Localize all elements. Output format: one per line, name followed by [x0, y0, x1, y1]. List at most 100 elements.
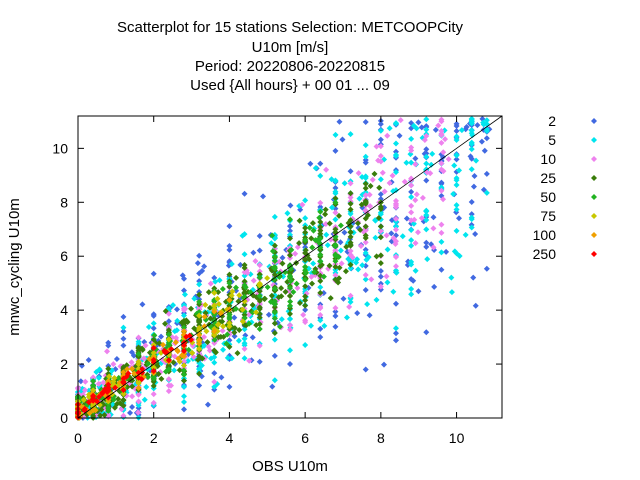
scatter-point — [207, 315, 214, 322]
scatter-point — [470, 183, 477, 190]
legend-marker — [591, 251, 597, 257]
scatter-point — [250, 277, 257, 284]
scatter-point — [181, 406, 187, 413]
scatter-point — [256, 271, 263, 278]
scatter-point — [347, 265, 354, 272]
scatter-point — [269, 232, 276, 239]
scatter-point — [80, 391, 87, 398]
scatter-point — [181, 306, 187, 313]
scatter-point — [474, 122, 481, 129]
scatter-point — [332, 247, 339, 254]
title-line-4: Used {All hours} + 00 01 ... 09 — [190, 77, 390, 94]
scatter-point — [453, 206, 460, 213]
scatter-point — [239, 232, 246, 239]
scatter-point — [256, 262, 263, 269]
scatter-point — [337, 222, 344, 229]
scatter-point — [180, 367, 187, 374]
scatter-point — [279, 260, 286, 267]
scatter-point — [287, 310, 293, 317]
scatter-point — [202, 301, 209, 308]
scatter-point — [99, 390, 106, 397]
scatter-point — [181, 398, 187, 405]
scatter-point — [151, 332, 158, 339]
scatter-point — [127, 409, 134, 416]
scatter-point — [317, 199, 324, 206]
scatter-point — [302, 293, 309, 300]
scatter-point — [438, 166, 445, 173]
scatter-point — [194, 356, 201, 363]
scatter-point — [393, 120, 399, 127]
scatter-point — [270, 276, 277, 283]
scatter-point — [429, 150, 436, 157]
scatter-point — [347, 180, 354, 187]
scatter-point — [453, 227, 460, 234]
scatter-point — [140, 355, 147, 362]
scatter-point — [317, 224, 324, 231]
scatter-point — [419, 194, 426, 201]
scatter-point — [101, 412, 108, 419]
scatter-point — [165, 331, 172, 338]
scatter-point — [90, 382, 97, 389]
legend-marker — [591, 175, 597, 181]
title-line-1: Scatterplot for 15 stations Selection: M… — [117, 19, 463, 36]
scatter-point — [287, 202, 294, 209]
scatter-point — [393, 140, 399, 147]
scatter-point — [165, 327, 172, 334]
scatter-point — [256, 342, 263, 349]
scatter-point — [332, 308, 339, 315]
scatter-point — [332, 272, 339, 279]
scatter-point — [120, 324, 127, 331]
scatter-point — [412, 267, 419, 274]
scatter-point — [377, 252, 384, 259]
scatter-point — [188, 305, 195, 312]
scatter-point — [388, 230, 395, 237]
scatter-point — [158, 333, 165, 340]
scatter-point — [336, 118, 343, 125]
scatter-point — [321, 322, 328, 329]
scatter-point — [277, 323, 284, 330]
scatter-point — [196, 278, 203, 285]
scatter-point — [201, 334, 208, 341]
scatter-point — [364, 301, 371, 308]
x-tick-label: 0 — [74, 430, 82, 446]
scatter-point — [201, 263, 208, 270]
scatter-point — [317, 277, 324, 284]
scatter-point — [383, 273, 390, 280]
scatter-point — [214, 295, 221, 302]
scatter-point — [377, 228, 384, 235]
scatter-point — [408, 291, 415, 298]
scatter-point — [226, 383, 233, 390]
scatter-point — [106, 373, 113, 380]
scatter-point — [211, 289, 218, 296]
scatter-point — [226, 297, 233, 304]
scatter-point — [470, 274, 477, 281]
scatter-point — [347, 299, 354, 306]
scatter-point — [317, 305, 324, 312]
scatter-point — [265, 311, 272, 318]
scatter-point — [408, 202, 415, 209]
scatter-point — [393, 223, 399, 230]
scatter-point — [292, 250, 299, 257]
scatter-point — [332, 147, 339, 154]
scatter-point — [343, 243, 350, 250]
scatter-point — [239, 318, 246, 325]
scatter-point — [287, 298, 294, 305]
scatter-point — [317, 203, 324, 210]
scatter-point — [211, 378, 218, 385]
scatter-point — [392, 240, 399, 247]
scatter-point — [377, 260, 384, 267]
scatter-point — [390, 288, 397, 295]
scatter-point — [423, 153, 430, 160]
scatter-point — [362, 153, 369, 160]
scatter-point — [300, 311, 307, 318]
scatter-point — [332, 177, 339, 184]
scatter-point — [362, 142, 369, 149]
scatter-point — [220, 323, 227, 330]
scatter-point — [105, 404, 112, 411]
scatter-point — [377, 152, 384, 159]
scatter-point — [324, 242, 331, 249]
scatter-point — [332, 258, 339, 265]
scatter-point — [95, 374, 102, 381]
scatter-point — [332, 190, 339, 197]
